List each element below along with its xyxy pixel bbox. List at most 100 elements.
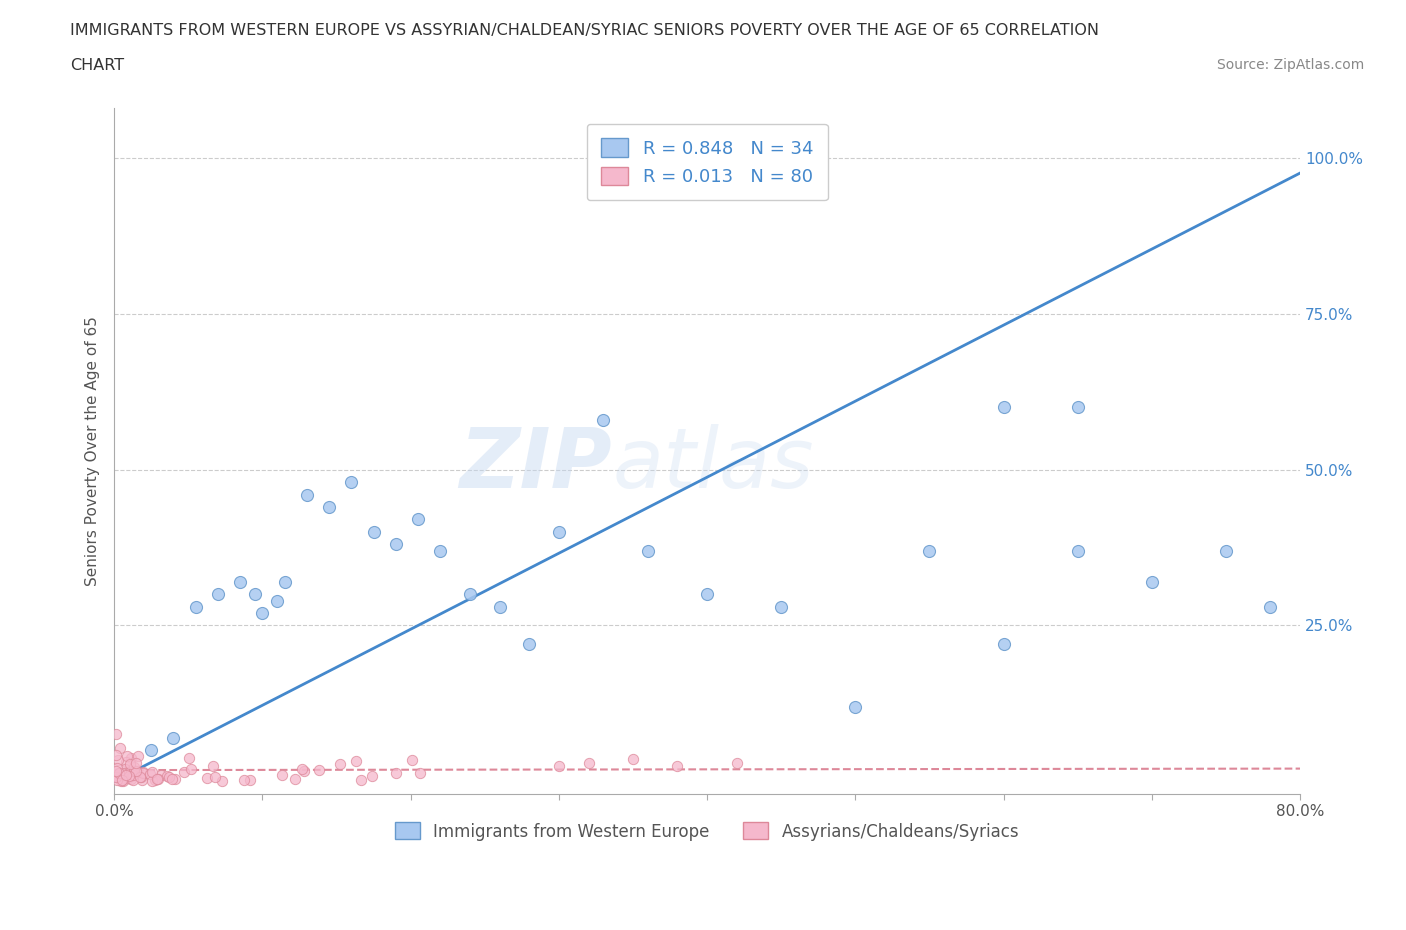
Point: [243, 587, 266, 602]
Text: CHART: CHART: [70, 58, 124, 73]
Point: [292, 764, 315, 778]
Point: [270, 768, 292, 783]
Point: [162, 772, 184, 787]
Point: [117, 771, 139, 786]
Point: [121, 772, 143, 787]
Point: [308, 763, 330, 777]
Y-axis label: Seniors Poverty Over the Age of 65: Seniors Poverty Over the Age of 65: [86, 316, 100, 586]
Point: [637, 543, 659, 558]
Point: [117, 748, 139, 763]
Point: [125, 755, 148, 770]
Text: atlas: atlas: [612, 424, 814, 505]
Point: [122, 773, 145, 788]
Point: [429, 543, 451, 558]
Point: [132, 764, 155, 779]
Point: [273, 575, 295, 590]
Point: [132, 765, 155, 780]
Point: [1215, 543, 1237, 558]
Point: [111, 773, 134, 788]
Point: [104, 769, 127, 784]
Point: [120, 756, 142, 771]
Point: [129, 770, 152, 785]
Point: [157, 769, 180, 784]
Point: [578, 755, 600, 770]
Point: [141, 765, 163, 780]
Point: [121, 767, 143, 782]
Point: [118, 768, 141, 783]
Point: [104, 726, 127, 741]
Point: [148, 772, 170, 787]
Point: [284, 772, 307, 787]
Point: [180, 762, 202, 777]
Point: [173, 764, 195, 779]
Point: [406, 512, 429, 527]
Text: Source: ZipAtlas.com: Source: ZipAtlas.com: [1216, 58, 1364, 72]
Point: [1066, 400, 1088, 415]
Point: [122, 764, 145, 778]
Point: [105, 761, 128, 776]
Point: [592, 412, 614, 427]
Text: IMMIGRANTS FROM WESTERN EUROPE VS ASSYRIAN/CHALDEAN/SYRIAC SENIORS POVERTY OVER : IMMIGRANTS FROM WESTERN EUROPE VS ASSYRI…: [70, 23, 1099, 38]
Point: [162, 730, 184, 745]
Point: [1140, 575, 1163, 590]
Point: [104, 770, 127, 785]
Point: [120, 764, 142, 778]
Point: [114, 761, 136, 776]
Point: [666, 758, 689, 773]
Point: [177, 751, 200, 765]
Point: [107, 752, 129, 767]
Point: [211, 774, 233, 789]
Point: [128, 769, 150, 784]
Point: [111, 774, 134, 789]
Point: [844, 699, 866, 714]
Point: [408, 765, 430, 780]
Point: [488, 599, 510, 614]
Point: [1066, 543, 1088, 558]
Point: [1260, 599, 1282, 614]
Point: [146, 772, 169, 787]
Point: [360, 768, 382, 783]
Point: [204, 769, 226, 784]
Point: [458, 587, 481, 602]
Point: [105, 748, 128, 763]
Point: [229, 575, 252, 590]
Text: ZIP: ZIP: [460, 424, 612, 505]
Point: [105, 773, 128, 788]
Point: [517, 637, 540, 652]
Point: [165, 772, 187, 787]
Point: [993, 400, 1015, 415]
Point: [141, 743, 163, 758]
Point: [104, 767, 127, 782]
Point: [124, 760, 146, 775]
Point: [110, 773, 132, 788]
Point: [329, 757, 352, 772]
Point: [291, 762, 314, 777]
Point: [184, 599, 207, 614]
Point: [252, 605, 274, 620]
Point: [127, 765, 149, 780]
Point: [139, 766, 162, 781]
Point: [725, 755, 748, 770]
Point: [401, 753, 423, 768]
Point: [547, 758, 569, 773]
Point: [110, 772, 132, 787]
Point: [385, 766, 408, 781]
Point: [195, 770, 218, 785]
Point: [232, 773, 254, 788]
Point: [114, 768, 136, 783]
Point: [108, 765, 131, 780]
Point: [127, 749, 149, 764]
Point: [363, 525, 385, 539]
Point: [107, 766, 129, 781]
Point: [150, 767, 173, 782]
Point: [266, 593, 288, 608]
Point: [120, 751, 142, 765]
Point: [621, 752, 644, 767]
Point: [104, 764, 127, 778]
Point: [125, 764, 148, 778]
Point: [350, 772, 373, 787]
Point: [111, 766, 134, 781]
Point: [295, 487, 318, 502]
Point: [239, 773, 262, 788]
Point: [108, 741, 131, 756]
